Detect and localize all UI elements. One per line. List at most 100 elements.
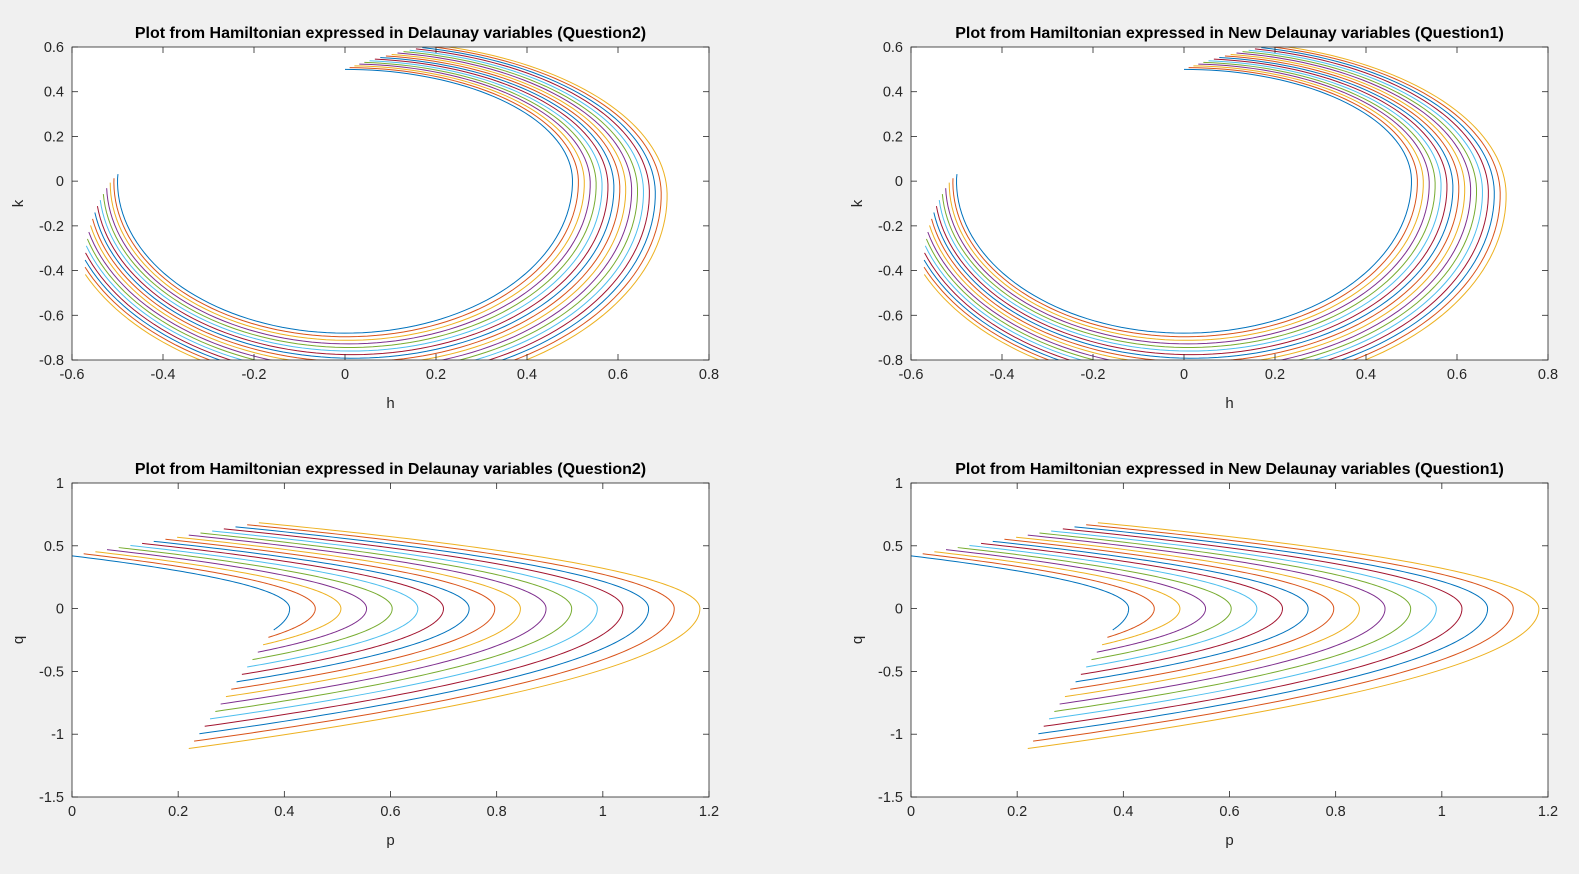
x-tick-label: 1 [599,804,607,820]
series-line [95,551,342,646]
series-line [130,544,419,668]
y-tick-label: -1 [890,727,903,743]
y-axis-label: q [10,636,27,644]
series-line [106,549,368,653]
series-line [938,60,1442,352]
series-line [952,67,1418,338]
series-line [88,52,633,360]
y-tick-label: -0.5 [878,664,903,680]
series-line [90,54,627,360]
chart-title: Plot from Hamiltonian expressed in New D… [955,461,1504,478]
series-line [199,526,650,735]
series-line [925,51,1478,360]
series-line [923,47,1507,360]
series-line [969,544,1258,668]
x-tick-label: 0.8 [699,367,719,383]
chart-title: Plot from Hamiltonian expressed in Delau… [135,461,646,478]
x-tick-label: 0.8 [1326,804,1346,820]
series-line [86,51,639,360]
series-line [1033,524,1514,742]
series-group [72,522,701,750]
y-tick-label: 0.5 [883,539,903,555]
series-line [96,58,609,356]
axes-background [72,483,709,797]
y-tick-label: -0.5 [39,664,64,680]
y-tick-label: 0 [56,174,64,190]
series-line [117,68,573,334]
y-tick-label: 0.5 [44,539,64,555]
subplot-top-left: -0.6 -0.4 -0.2 0 0.2 0.4 0.6 0.8-0.8-0.6-0.4-0.… [10,25,719,412]
series-line [118,547,393,661]
series-line [929,54,1466,360]
series-line [935,58,1448,356]
y-tick-label: -0.6 [878,308,903,324]
x-tick-label: 0.4 [517,367,537,383]
series-line [92,55,621,360]
series-line [83,553,316,638]
x-tick-label: -0.2 [1081,367,1106,383]
y-tick-label: 1 [56,476,64,492]
series-line [1027,534,1386,705]
series-line [84,47,668,360]
y-tick-label: -0.2 [39,219,64,235]
y-tick-label: -1.5 [39,790,64,806]
y-axis-label: q [849,636,866,644]
subplot-bottom-right: 0 0.2 0.4 0.6 0.8 1 1.2 -1.5 -1 -0.5 0 0.5 1 Plot fro… [849,461,1558,849]
y-tick-label: -0.8 [878,353,903,369]
series-line [1038,526,1489,735]
x-tick-label: 0 [68,804,76,820]
series-line [1043,528,1463,727]
y-tick-label: -0.2 [878,219,903,235]
x-tick-label: 0.2 [426,367,446,383]
y-tick-label: 1 [895,476,903,492]
chart-title: Plot from Hamiltonian expressed in Delau… [135,25,646,42]
series-line [948,65,1424,341]
series-line [924,48,1489,360]
y-tick-label: 0 [895,602,903,618]
series-line [106,63,591,345]
series-line [956,68,1412,334]
x-tick-label: 0 [907,804,915,820]
x-axis-label: h [1225,395,1233,412]
y-tick-label: 0 [56,602,64,618]
x-tick-label: -0.6 [60,367,85,383]
series-line [922,553,1155,638]
series-line [102,61,597,348]
y-tick-label: 0.2 [44,129,64,145]
y-axis-label: k [849,199,866,207]
series-line [981,542,1283,675]
series-line [85,48,650,360]
series-line [933,57,1454,359]
series-line [142,542,444,675]
series-line [924,49,1483,360]
axes-frame [910,46,1549,361]
x-axis-label: p [386,832,394,849]
series-line [1016,536,1360,698]
series-line [113,67,579,338]
x-tick-label: 0 [1180,367,1188,383]
x-tick-label: 1.2 [1538,804,1558,820]
series-line [200,532,573,712]
y-tick-label: -1.5 [878,790,903,806]
y-tick-label: -0.4 [39,264,64,280]
y-tick-label: -0.8 [39,353,64,369]
series-line [188,522,701,750]
series-line [923,47,1501,360]
axes-frame [71,46,710,361]
series-line [945,63,1430,345]
series-group [923,47,1507,360]
x-axis-label: p [1225,832,1233,849]
subplot-bottom-left: 0 0.2 0.4 0.6 0.8 1 1.2 -1.5 -1 -0.5 0 0.5 1 Plot fro… [10,461,719,849]
x-tick-label: 0.4 [1356,367,1376,383]
x-tick-label: 0.6 [1219,804,1239,820]
x-tick-label: 0 [341,367,349,383]
series-line [931,55,1460,360]
axes-background [911,47,1548,360]
series-line [72,555,291,631]
series-group [84,47,668,360]
series-line [923,47,1495,360]
x-tick-label: 0.4 [274,804,294,820]
y-axis-label: k [10,199,27,207]
x-tick-label: -0.2 [242,367,267,383]
